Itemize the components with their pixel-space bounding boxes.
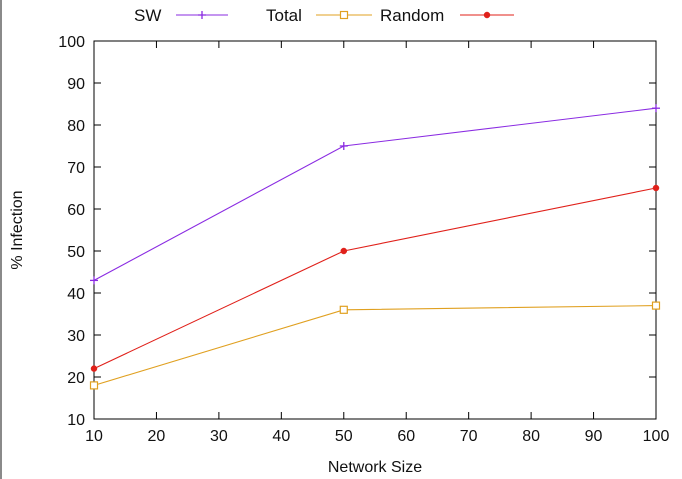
y-tick-label: 60 bbox=[67, 202, 85, 219]
y-tick-label: 50 bbox=[67, 244, 85, 261]
x-axis-label: Network Size bbox=[328, 459, 422, 476]
x-tick-label: 70 bbox=[460, 428, 478, 445]
x-tick-label: 10 bbox=[85, 428, 103, 445]
y-tick-label: 40 bbox=[67, 286, 85, 303]
x-tick-label: 40 bbox=[272, 428, 290, 445]
legend-label: SW bbox=[134, 6, 161, 25]
legend-label: Random bbox=[380, 6, 444, 25]
y-tick-label: 20 bbox=[67, 370, 85, 387]
y-tick-label: 30 bbox=[67, 328, 85, 345]
y-tick-label: 90 bbox=[67, 76, 85, 93]
series-total bbox=[89, 301, 661, 390]
legend-label: Total bbox=[266, 6, 302, 25]
x-tick-label: 30 bbox=[210, 428, 228, 445]
legend-marker bbox=[339, 10, 349, 20]
y-tick-label: 80 bbox=[67, 118, 85, 135]
series-line bbox=[93, 187, 657, 370]
series-random bbox=[90, 184, 660, 372]
legend-item-total: Total bbox=[266, 6, 372, 25]
window-left-edge bbox=[0, 0, 2, 479]
x-tick-label: 50 bbox=[335, 428, 353, 445]
legend-item-random: Random bbox=[380, 6, 514, 25]
data-point bbox=[90, 276, 98, 285]
data-point bbox=[90, 365, 98, 372]
y-tick-label: 10 bbox=[67, 412, 85, 429]
series-line bbox=[93, 305, 657, 386]
data-point bbox=[652, 184, 660, 192]
legend: SW Total Random bbox=[134, 6, 514, 25]
x-tick-label: 100 bbox=[643, 428, 670, 445]
x-tick-label: 60 bbox=[397, 428, 415, 445]
y-tick-label: 100 bbox=[58, 34, 85, 51]
plot-frame bbox=[93, 40, 657, 420]
legend-marker bbox=[198, 11, 206, 19]
series-layer bbox=[89, 104, 661, 390]
data-point bbox=[340, 247, 348, 255]
axes: 10 20 30 40 50 60 70 80 90 100 10 20 30 40 50 60 70 80 90 1… bbox=[58, 34, 669, 445]
y-tick-label: 70 bbox=[67, 160, 85, 177]
legend-marker bbox=[483, 11, 491, 19]
data-point bbox=[89, 381, 99, 390]
legend-item-sw: SW bbox=[134, 6, 228, 25]
x-tick-label: 90 bbox=[585, 428, 603, 445]
series-sw bbox=[90, 104, 660, 285]
x-tick-label: 20 bbox=[148, 428, 166, 445]
y-axis-label: % Infection bbox=[9, 190, 26, 269]
data-point bbox=[652, 104, 660, 113]
x-tick-label: 80 bbox=[522, 428, 540, 445]
data-point bbox=[339, 142, 348, 150]
data-point bbox=[651, 301, 661, 310]
data-point bbox=[339, 305, 348, 314]
series-line bbox=[93, 107, 657, 281]
